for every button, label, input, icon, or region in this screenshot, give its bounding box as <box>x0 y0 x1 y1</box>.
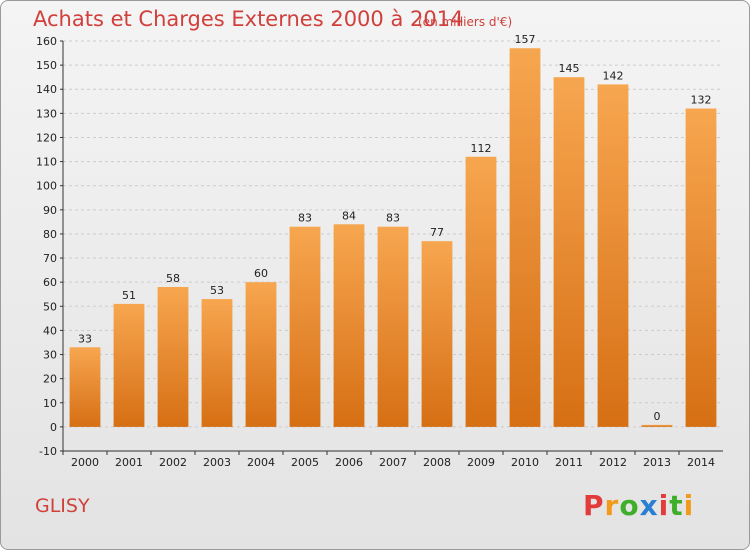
y-tick-label: -10 <box>39 445 57 458</box>
bar <box>421 241 453 427</box>
bar-value-label: 33 <box>78 332 92 345</box>
x-tick-label: 2012 <box>599 456 627 469</box>
brand-letter: r <box>604 489 620 522</box>
x-tick-label: 2013 <box>643 456 671 469</box>
x-tick-label: 2004 <box>247 456 275 469</box>
y-tick-label: 0 <box>50 421 57 434</box>
bar <box>553 77 585 427</box>
bar-value-label: 142 <box>603 69 624 82</box>
bar-value-label: 84 <box>342 209 356 222</box>
bar <box>113 303 145 427</box>
y-tick-label: 50 <box>43 300 57 313</box>
y-tick-label: 30 <box>43 349 57 362</box>
brand-letter: t <box>669 489 684 522</box>
y-tick-label: 130 <box>36 107 57 120</box>
bar-value-label: 77 <box>430 226 444 239</box>
bar <box>509 48 541 427</box>
x-tick-label: 2001 <box>115 456 143 469</box>
bar-value-label: 83 <box>298 212 312 225</box>
x-tick-label: 2007 <box>379 456 407 469</box>
bar <box>201 299 233 427</box>
y-tick-label: 40 <box>43 324 57 337</box>
brand-letter: i <box>683 489 695 522</box>
bar <box>245 282 277 427</box>
bar-value-label: 51 <box>122 289 136 302</box>
brand-letter: i <box>658 489 670 522</box>
bar-value-label: 157 <box>515 33 536 46</box>
bar-value-label: 112 <box>471 142 492 155</box>
bar <box>289 226 321 427</box>
y-tick-label: 120 <box>36 131 57 144</box>
y-tick-label: 10 <box>43 397 57 410</box>
x-tick-label: 2002 <box>159 456 187 469</box>
brand-letter: x <box>639 489 659 522</box>
bars <box>69 48 717 427</box>
bar-value-label: 58 <box>166 272 180 285</box>
bar <box>333 224 365 427</box>
x-tick-label: 2010 <box>511 456 539 469</box>
bar <box>69 347 101 427</box>
x-tick-label: 2011 <box>555 456 583 469</box>
x-tick-label: 2008 <box>423 456 451 469</box>
bar <box>597 84 629 427</box>
brand-letter: o <box>619 489 640 522</box>
y-tick-label: 60 <box>43 276 57 289</box>
axes: -10 0 10 20 30 40 50 60 70 80 90 100 110 120 130 140 150… <box>36 35 723 458</box>
y-tick-label: 140 <box>36 83 57 96</box>
bar-value-label: 132 <box>691 94 712 107</box>
y-tick-label: 150 <box>36 59 57 72</box>
brand-letter: P <box>583 489 605 522</box>
brand-logo: Proxiti <box>583 489 694 522</box>
y-tick-label: 20 <box>43 373 57 386</box>
bar <box>377 226 409 427</box>
x-tick-label: 2014 <box>687 456 715 469</box>
bar-value-label: 83 <box>386 212 400 225</box>
city-name: GLISY <box>35 495 90 517</box>
y-tick-label: 160 <box>36 35 57 48</box>
bar-value-label: 0 <box>654 410 661 423</box>
x-tick-label: 2003 <box>203 456 231 469</box>
y-tick-label: 100 <box>36 180 57 193</box>
bar-value-label: 145 <box>559 62 580 75</box>
bar-value-label: 60 <box>254 267 268 280</box>
x-tick-label: 2006 <box>335 456 363 469</box>
bar <box>641 424 673 427</box>
y-tick-label: 80 <box>43 228 57 241</box>
chart-title: Achats et Charges Externes 2000 à 2014 <box>33 7 464 31</box>
y-tick-label: 90 <box>43 204 57 217</box>
bar <box>157 287 189 427</box>
x-tick-label: 2000 <box>71 456 99 469</box>
x-tick-label: 2005 <box>291 456 319 469</box>
y-tick-label: 70 <box>43 252 57 265</box>
x-tick-label: 2009 <box>467 456 495 469</box>
labels: 33 2000 51 2001 58 2002 53 2003 60 2004 83 2005 84 20… <box>71 33 715 469</box>
y-tick-label: 110 <box>36 156 57 169</box>
chart-unit: (en milliers d'€) <box>418 15 513 29</box>
bar <box>685 108 717 427</box>
bar <box>465 156 497 427</box>
bar-value-label: 53 <box>210 284 224 297</box>
